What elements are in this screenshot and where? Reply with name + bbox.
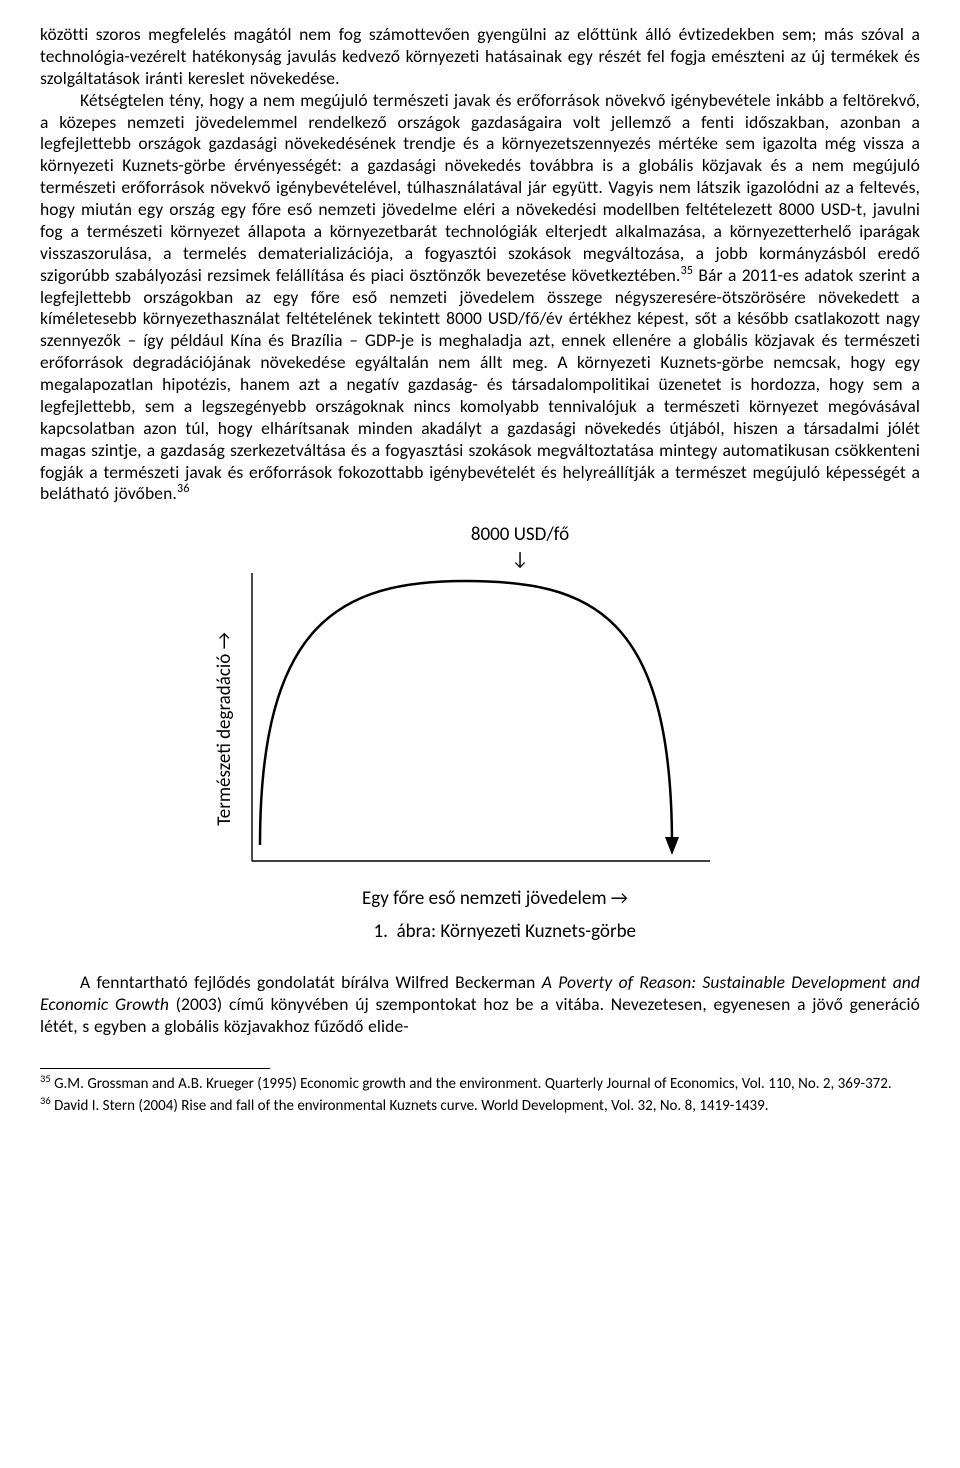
figure-caption-text: ábra: Környezeti Kuznets-görbe <box>397 920 636 943</box>
sup-36: 36 <box>177 482 190 497</box>
figure-kuznets: 8000 USD/fő ↓ Természeti degradáció → Eg… <box>210 523 750 944</box>
kuznets-curve-path <box>260 581 672 845</box>
footnote-separator <box>40 1068 270 1069</box>
figure-annotation: 8000 USD/fő ↓ <box>290 523 750 572</box>
page: közötti szoros megfelelés magától nem fo… <box>0 0 960 1150</box>
sup-35: 35 <box>680 263 693 278</box>
paragraph-3: A fenntartható fejlődés gondolatát bírál… <box>40 972 920 1038</box>
footnote-35-text: G.M. Grossman and A.B. Krueger (1995) Ec… <box>54 1075 892 1093</box>
footnote-36-num: 36 <box>40 1094 51 1107</box>
body-text: közötti szoros megfelelés magától nem fo… <box>40 24 920 505</box>
kuznets-curve-svg <box>240 573 720 873</box>
footnote-36-text: David I. Stern (2004) Rise and fall of t… <box>54 1097 769 1115</box>
paragraph-1: közötti szoros megfelelés magától nem fo… <box>40 24 920 90</box>
para3a: A fenntartható fejlődés gondolatát bírál… <box>80 971 542 993</box>
para2b-text: Bár a 2011-es adatok szerint a legfejlet… <box>40 264 920 505</box>
footnote-36: 36 David I. Stern (2004) Rise and fall o… <box>40 1097 920 1116</box>
x-axis-label: Egy főre eső nemzeti jövedelem → <box>240 879 750 911</box>
y-axis-label: Természeti degradáció → <box>213 632 237 826</box>
figure-annotation-text: 8000 USD/fő <box>471 523 569 546</box>
para3b: (2003) című könyvében új szempontokat ho… <box>40 993 920 1037</box>
paragraph-2: Kétségtelen tény, hogy a nem megújuló te… <box>40 90 920 506</box>
y-axis-label-column: Természeti degradáció → <box>210 579 240 879</box>
para1-text: közötti szoros megfelelés magától nem fo… <box>40 23 920 89</box>
footnote-35: 35 G.M. Grossman and A.B. Krueger (1995)… <box>40 1075 920 1094</box>
down-arrow-icon: ↓ <box>511 548 528 571</box>
figure-caption: 1. ábra: Környezeti Kuznets-görbe <box>240 910 750 944</box>
chart-area <box>240 573 720 879</box>
para2a-text: Kétségtelen tény, hogy a nem megújuló te… <box>40 89 920 286</box>
post-figure-text: A fenntartható fejlődés gondolatát bírál… <box>40 972 920 1038</box>
figure-number: 1. <box>354 920 388 944</box>
curve-arrowhead-icon <box>665 837 679 855</box>
footnote-35-num: 35 <box>40 1072 51 1085</box>
footnotes: 35 G.M. Grossman and A.B. Krueger (1995)… <box>40 1075 920 1117</box>
